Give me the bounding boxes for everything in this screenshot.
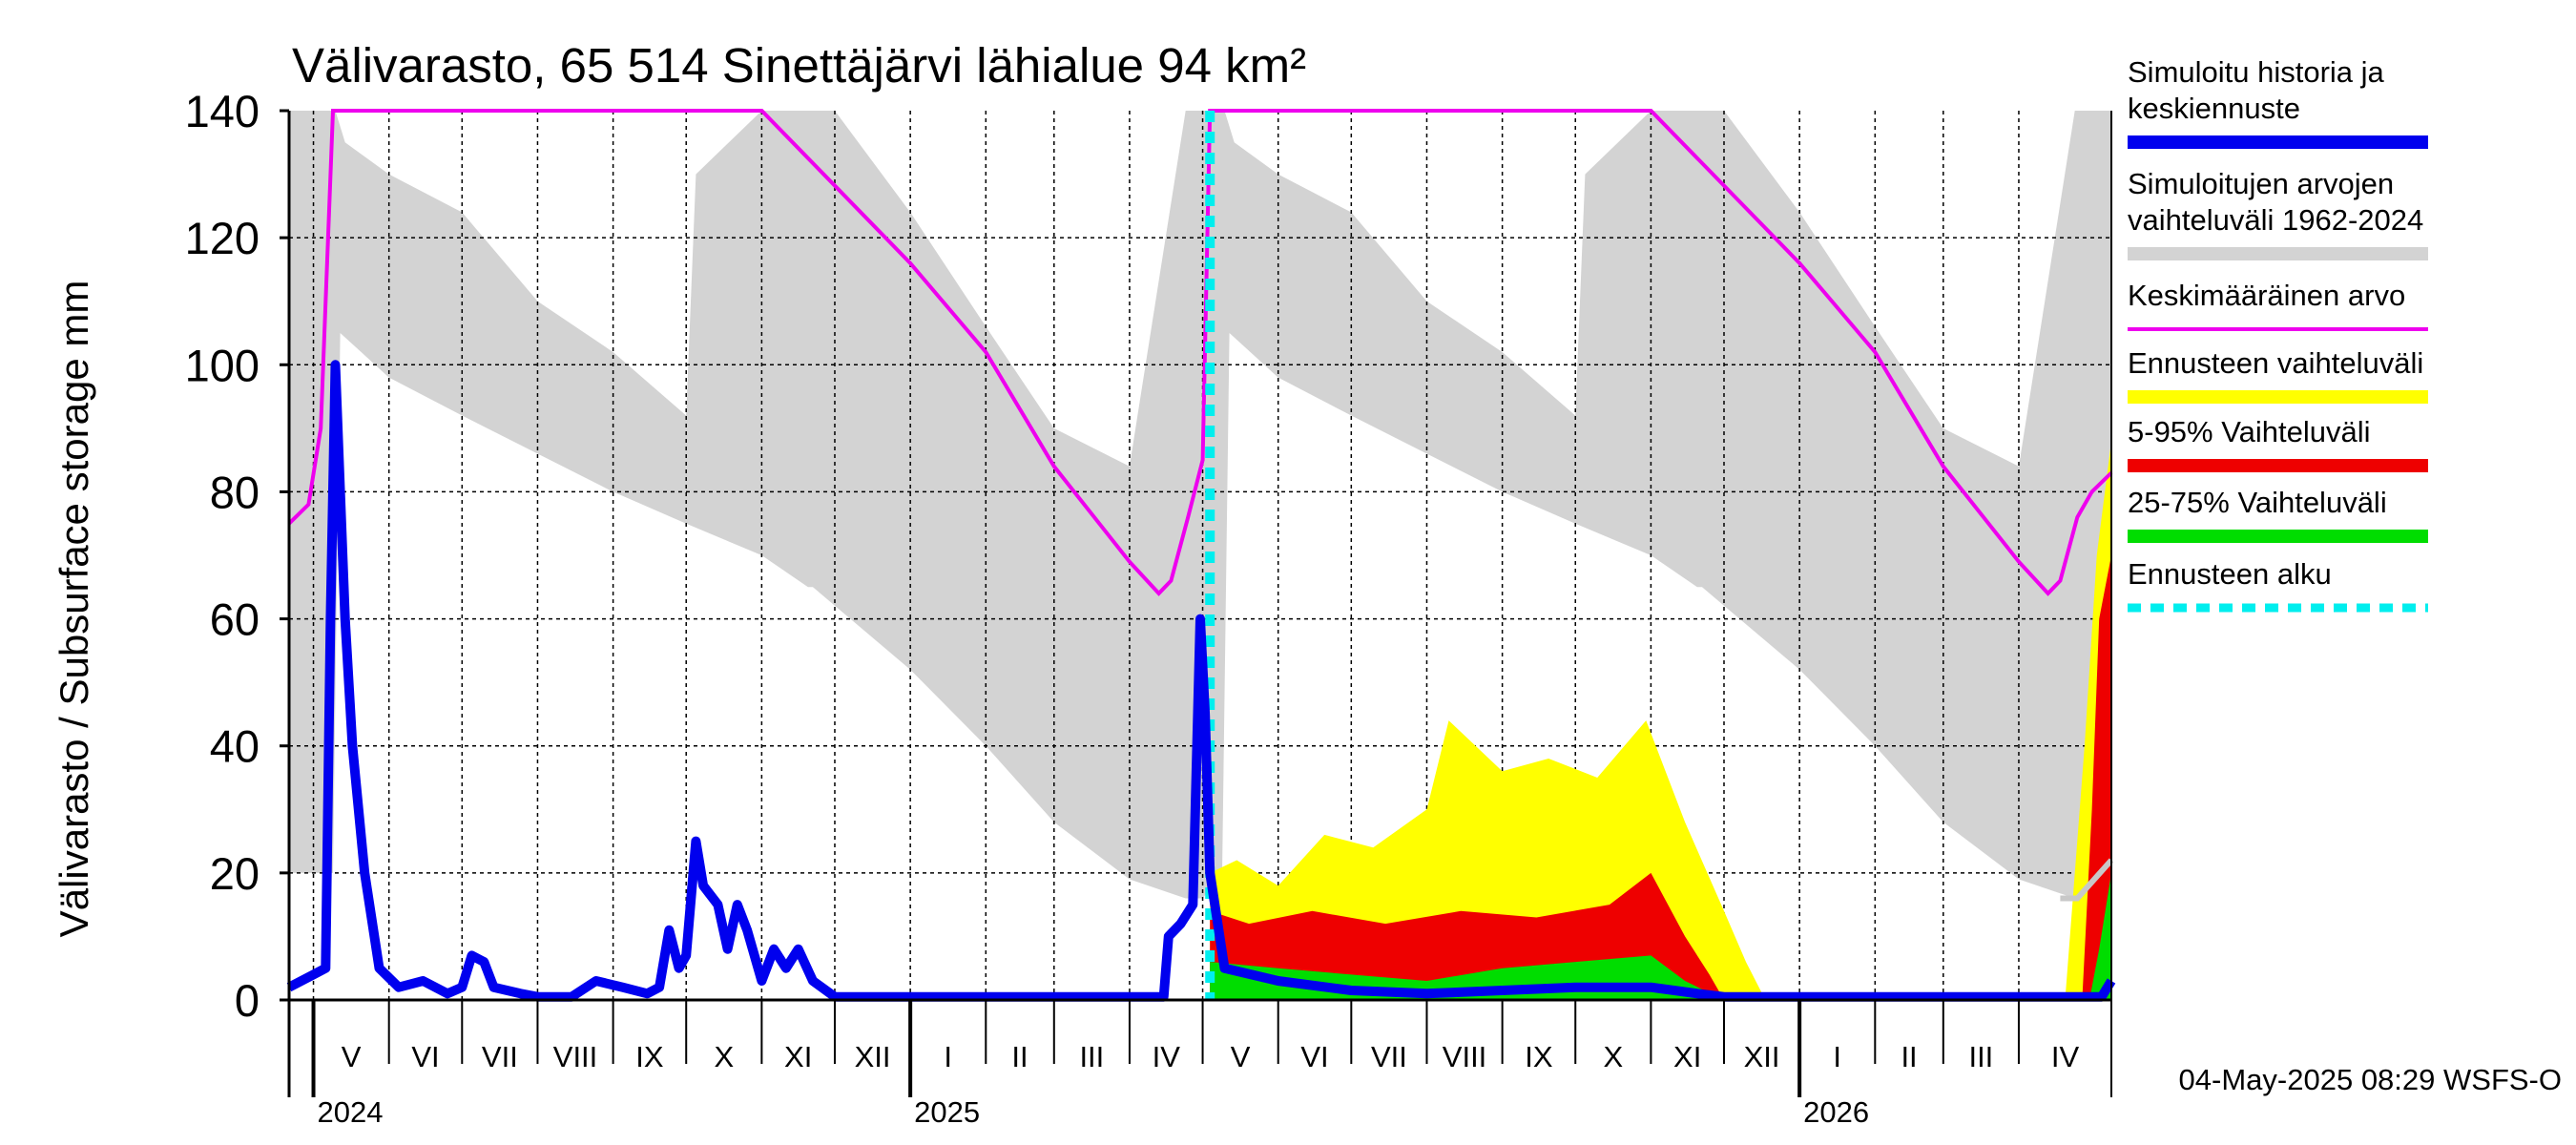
- gridlines: [289, 111, 2111, 1000]
- plot-frame: [287, 111, 2112, 1097]
- month-label: VII: [1371, 1040, 1407, 1073]
- p5-95-band: [1210, 555, 2111, 1000]
- legend-label: vaihteluväli 1962-2024: [2128, 203, 2423, 237]
- month-label: IX: [635, 1040, 664, 1073]
- year-label: 2026: [1803, 1095, 1869, 1129]
- y-tick-label: 120: [185, 213, 260, 263]
- month-label: I: [1833, 1040, 1841, 1073]
- year-label: 2025: [914, 1095, 980, 1129]
- month-label: VII: [482, 1040, 518, 1073]
- mean-line: [287, 109, 2113, 596]
- year-label: 2024: [318, 1095, 384, 1129]
- y-tick-label: 20: [210, 848, 260, 899]
- x-axis: V VI VII VIII IX X XI XII I II III IV V VI VII VIII IX X X…: [311, 1000, 2080, 1129]
- simulated-range-area: [289, 111, 2111, 899]
- legend-label: Simuloitujen arvojen: [2128, 167, 2394, 200]
- y-tick-label: 0: [235, 975, 260, 1026]
- month-label: XI: [784, 1040, 812, 1073]
- y-tick-label: 140: [185, 86, 260, 136]
- footer-timestamp: 04-May-2025 08:29 WSFS-O: [2179, 1063, 2562, 1096]
- month-label: XI: [1673, 1040, 1701, 1073]
- month-label: IX: [1525, 1040, 1553, 1073]
- legend-label: Simuloitu historia ja: [2128, 55, 2385, 89]
- chart-title: Välivarasto, 65 514 Sinettäjärvi lähialu…: [292, 38, 1306, 93]
- series-lines: [286, 109, 2116, 1002]
- month-label: X: [1603, 1040, 1623, 1073]
- month-label: VIII: [1443, 1040, 1487, 1073]
- month-label: VIII: [553, 1040, 598, 1073]
- legend-label: Keskimääräinen arvo: [2128, 279, 2405, 312]
- month-label: IV: [1153, 1040, 1181, 1073]
- y-tick-label: 60: [210, 594, 260, 645]
- month-label: XII: [1744, 1040, 1780, 1073]
- month-label: II: [1901, 1040, 1917, 1073]
- month-label: VI: [411, 1040, 439, 1073]
- forecast-median-line: [2060, 858, 2114, 902]
- y-axis-ticks: 0 20 40 60 80 100 120 140: [185, 86, 289, 1026]
- range-band: [289, 111, 2111, 899]
- y-tick-label: 40: [210, 721, 260, 772]
- y-axis-label: Välivarasto / Subsurface storage mm: [52, 281, 96, 938]
- forecast-range-band: [1210, 441, 2111, 1000]
- month-label: V: [342, 1040, 362, 1073]
- month-label: X: [714, 1040, 734, 1073]
- month-label: III: [1968, 1040, 1993, 1073]
- y-tick-label: 100: [185, 340, 260, 390]
- legend-label: 5-95% Vaihteluväli: [2128, 415, 2370, 448]
- y-tick-label: 80: [210, 467, 260, 517]
- month-label: XII: [855, 1040, 891, 1073]
- legend-label: keskiennuste: [2128, 92, 2300, 125]
- legend-label: Ennusteen vaihteluväli: [2128, 346, 2423, 380]
- legend-label: Ennusteen alku: [2128, 557, 2332, 591]
- history-line: [286, 360, 2116, 1002]
- month-label: III: [1079, 1040, 1104, 1073]
- month-label: IV: [2051, 1040, 2080, 1073]
- month-label: VI: [1300, 1040, 1328, 1073]
- month-label: V: [1231, 1040, 1251, 1073]
- month-label: I: [944, 1040, 952, 1073]
- month-label: II: [1011, 1040, 1028, 1073]
- legend-label: 25-75% Vaihteluväli: [2128, 486, 2387, 519]
